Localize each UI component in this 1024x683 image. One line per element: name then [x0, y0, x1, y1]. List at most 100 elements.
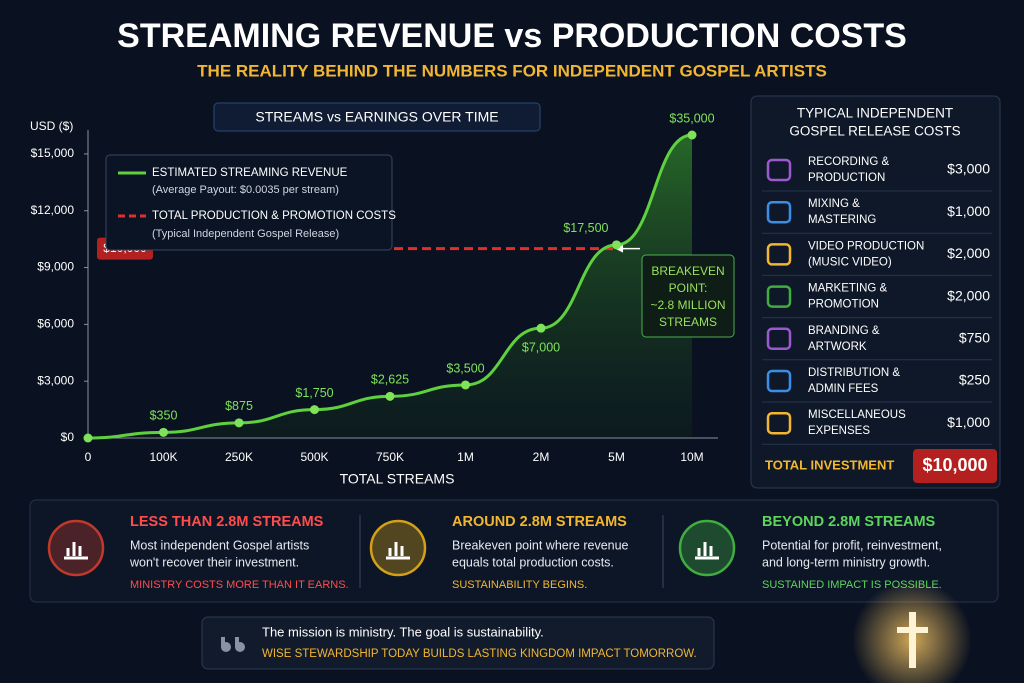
cost-label: PROMOTION — [808, 299, 879, 311]
quote-icon — [221, 637, 245, 652]
point-label: $7,000 — [522, 340, 560, 354]
costs-panel — [750, 95, 1001, 489]
card-icon-ring — [47, 519, 105, 577]
area — [88, 135, 692, 438]
total-box — [913, 449, 997, 483]
x-tick-label: 100K — [149, 450, 177, 464]
subtitle: THE REALITY BEHIND THE NUMBERS FOR INDEP… — [197, 61, 827, 80]
y-tick-label: $6,000 — [37, 317, 74, 331]
point-label: $350 — [150, 409, 178, 423]
cost-label: MARKETING & — [808, 283, 888, 295]
cost-icon — [766, 200, 792, 224]
card-icon-ring — [369, 519, 427, 577]
point — [159, 427, 168, 437]
card-body: Potential for profit, reinvestment, — [762, 538, 942, 552]
card-icon-glyph — [64, 542, 88, 560]
cost-label: MASTERING — [808, 214, 876, 226]
card-body: and long-term ministry growth. — [762, 555, 930, 569]
x-tick-label: 2M — [533, 450, 550, 464]
cost-amount: $1,000 — [947, 203, 990, 219]
legend-entry: ESTIMATED STREAMING REVENUE — [152, 167, 348, 179]
y-tick-label: $12,000 — [31, 203, 75, 217]
annotation-box — [641, 254, 735, 338]
card-icon — [49, 521, 103, 575]
cost-label: PRODUCTION — [808, 172, 885, 184]
total-label: TOTAL INVESTMENT — [765, 457, 894, 472]
quote-tagline: WISE STEWARDSHIP TODAY BUILDS LASTING KI… — [262, 648, 697, 660]
card-title: BEYOND 2.8M STREAMS — [762, 514, 936, 530]
card-footer: SUSTAINABILITY BEGINS. — [452, 579, 587, 591]
card-body: Breakeven point where revenue — [452, 538, 629, 552]
legend-entry: TOTAL PRODUCTION & PROMOTION COSTS — [152, 210, 396, 222]
point — [234, 418, 244, 428]
point-label: $35,000 — [669, 111, 714, 125]
card-icon — [371, 521, 425, 575]
chart-title: STREAMS vs EARNINGS OVER TIME — [255, 109, 498, 125]
cost-icon — [766, 243, 792, 266]
cost-icon — [766, 285, 792, 308]
y-tick-label: $0 — [61, 430, 75, 444]
arrow-head — [615, 244, 624, 253]
point — [385, 391, 395, 401]
card-body: Most independent Gospel artists — [130, 538, 309, 552]
point — [310, 405, 319, 415]
cards-panel — [29, 499, 999, 603]
point-label: $1,750 — [295, 386, 333, 400]
annotation-line: BREAKEVEN — [651, 264, 724, 278]
card-body: won't recover their investment. — [129, 555, 299, 569]
plot: $0 $3,000 $6,000 $9,000 $12,000 $15,000 0 100K 2… — [31, 111, 718, 464]
chart-title-box — [213, 102, 541, 132]
legend — [105, 154, 393, 251]
card-icon-ring — [678, 519, 736, 577]
point — [536, 323, 546, 333]
cost-icon — [766, 327, 792, 351]
cost-label: ARTWORK — [808, 341, 867, 353]
card-icon-glyph — [386, 542, 410, 560]
point — [461, 380, 470, 390]
legend-note: (Typical Independent Gospel Release) — [152, 228, 339, 240]
cost-label: BRANDING & — [808, 325, 880, 337]
card-title: AROUND 2.8M STREAMS — [452, 514, 627, 530]
cost-label: RECORDING & — [808, 156, 889, 168]
card-title: LESS THAN 2.8M STREAMS — [130, 514, 324, 530]
quote-box — [201, 616, 715, 670]
cost-amount: $750 — [959, 330, 990, 346]
cost-icon — [766, 158, 792, 182]
cost-amount: $3,000 — [947, 161, 990, 177]
cost-label: MIXING & — [808, 198, 860, 210]
cost-label: ADMIN FEES — [808, 383, 879, 395]
y-tick-label: $9,000 — [37, 260, 74, 274]
annotation-line: ~2.8 MILLION — [650, 298, 725, 312]
point — [612, 240, 621, 250]
total-value: $10,000 — [922, 455, 987, 475]
y-axis-title: USD ($) — [30, 119, 73, 133]
cross — [897, 612, 928, 668]
x-tick-label: 750K — [376, 450, 404, 464]
cost-amount: $2,000 — [947, 287, 990, 303]
card-icon — [680, 521, 734, 575]
card-icon-glyph — [695, 542, 719, 560]
legend-note: (Average Payout: $0.0035 per stream) — [152, 184, 339, 196]
annotation-line: POINT: — [669, 281, 708, 295]
card-body: equals total production costs. — [452, 555, 614, 569]
cost-amount: $250 — [959, 372, 990, 388]
cost-label: MISCELLANEOUS — [808, 409, 906, 421]
annotation: BREAKEVEN POINT: ~2.8 MILLION STREAMS — [650, 264, 725, 329]
cost-icon — [766, 411, 792, 435]
point — [687, 130, 697, 140]
point-label: $875 — [225, 399, 253, 413]
cost-label: VIDEO PRODUCTION — [808, 240, 924, 252]
title: STREAMING REVENUE vs PRODUCTION COSTS — [117, 17, 907, 55]
costs-title: TYPICAL INDEPENDENT — [797, 106, 953, 121]
cost-amount: $1,000 — [947, 414, 990, 430]
annotation-line: STREAMS — [659, 315, 717, 329]
point — [83, 433, 93, 443]
x-tick-label: 1M — [457, 450, 474, 464]
x-tick-label: 10M — [680, 450, 703, 464]
point-label: $2,625 — [371, 373, 409, 387]
x-tick-label: 250K — [225, 450, 253, 464]
y-tick-label: $3,000 — [37, 373, 74, 387]
point-label: $3,500 — [446, 361, 484, 375]
